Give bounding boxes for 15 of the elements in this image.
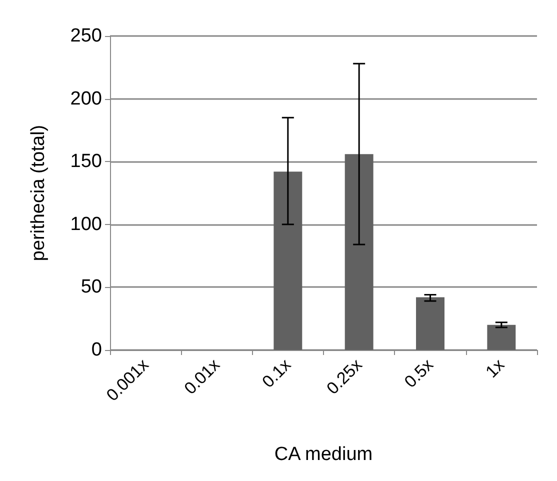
- bar: [416, 297, 444, 350]
- y-tick-label: 200: [70, 88, 102, 110]
- x-axis-title: CA medium: [274, 444, 373, 465]
- y-tick-label: 250: [70, 26, 102, 46]
- x-tick-label: 0.1x: [258, 354, 295, 392]
- x-tick-label: 1x: [482, 354, 508, 382]
- y-tick-label: 50: [80, 276, 102, 298]
- y-tick-label: 100: [70, 214, 102, 235]
- x-tick-label: 0.5x: [400, 354, 438, 392]
- y-tick-label: 150: [70, 151, 102, 172]
- y-axis-title: perithecia (total): [28, 124, 49, 262]
- y-tick-label: 0: [91, 340, 102, 360]
- bar: [487, 324, 516, 350]
- bar: [344, 154, 374, 350]
- bar: [274, 172, 302, 350]
